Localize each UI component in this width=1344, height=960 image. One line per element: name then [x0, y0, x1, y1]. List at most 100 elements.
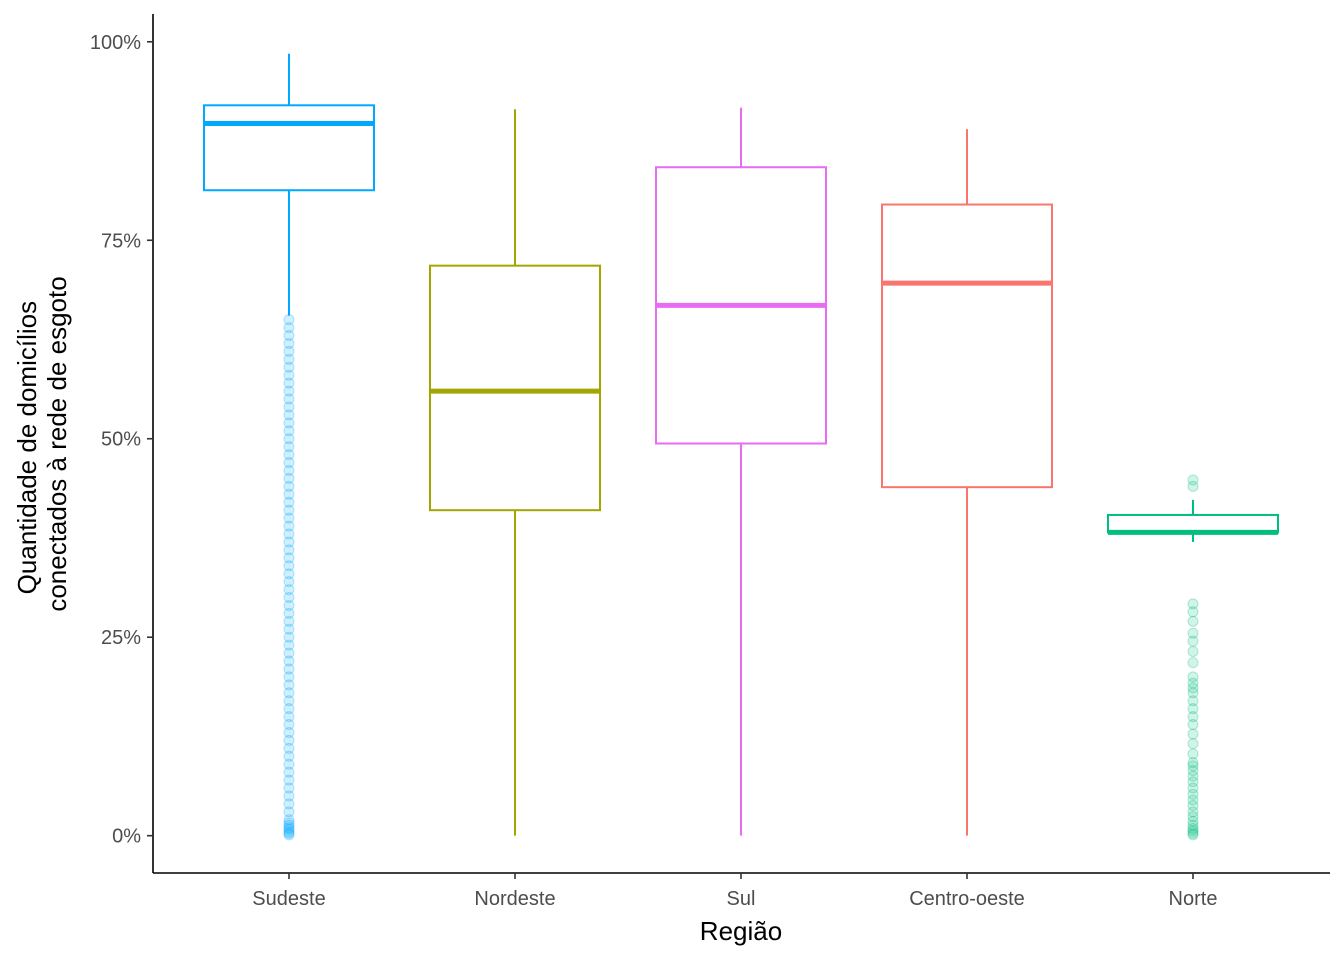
- outlier-point: [283, 817, 295, 829]
- y-axis-title-line-1: Quantidade de domicílios: [12, 301, 42, 594]
- outlier-point: [283, 826, 295, 838]
- outlier-point: [1187, 687, 1199, 699]
- box-sudeste: [203, 53, 375, 841]
- outlier-point: [283, 766, 295, 778]
- outlier-point: [1187, 760, 1199, 772]
- outlier-point: [283, 719, 295, 731]
- outlier-point: [283, 536, 295, 548]
- outlier-point: [1187, 703, 1199, 715]
- outlier-point: [283, 488, 295, 500]
- outlier-point: [1187, 598, 1199, 610]
- outlier-point: [283, 361, 295, 373]
- outlier-point: [283, 615, 295, 627]
- y-tick-label: 75%: [101, 230, 141, 252]
- outlier-point: [283, 552, 295, 564]
- outlier-point: [283, 568, 295, 580]
- outlier-point: [1187, 770, 1199, 782]
- outlier-point: [283, 496, 295, 508]
- outlier-point: [283, 512, 295, 524]
- y-tick-label: 50%: [101, 429, 141, 451]
- outlier-point: [283, 584, 295, 596]
- outlier-point: [283, 353, 295, 365]
- outlier-point: [283, 819, 295, 831]
- outlier-point: [283, 464, 295, 476]
- y-axis-title: Quantidade de domicílios conectados à re…: [12, 276, 72, 611]
- outlier-point: [283, 322, 295, 334]
- outlier-point: [1187, 748, 1199, 760]
- outlier-point: [1187, 635, 1199, 647]
- outlier-point: [1187, 829, 1199, 841]
- outlier-point: [1187, 788, 1199, 800]
- y-tick-label: 100%: [90, 32, 141, 54]
- outlier-point: [283, 401, 295, 413]
- outlier-point: [283, 504, 295, 516]
- y-axis-ticks: 0% 25% 50% 75% 100%: [90, 32, 153, 848]
- box-nordeste: [429, 109, 601, 836]
- outlier-point: [1187, 615, 1199, 627]
- outlier-point: [283, 663, 295, 675]
- outlier-point: [283, 726, 295, 738]
- outlier-point: [1187, 682, 1199, 694]
- outlier-point: [1187, 757, 1199, 769]
- x-axis-ticks: Sudeste Nordeste Sul Centro-oeste Norte: [252, 873, 1217, 910]
- outlier-point: [283, 449, 295, 461]
- outlier-point: [283, 560, 295, 572]
- outlier-point: [283, 647, 295, 659]
- outlier-point: [1187, 823, 1199, 835]
- box-sul: [655, 107, 827, 836]
- outlier-point: [283, 774, 295, 786]
- outlier-point: [283, 798, 295, 810]
- outlier-point: [1187, 728, 1199, 740]
- outlier-point: [283, 425, 295, 437]
- outlier-point: [1187, 474, 1199, 486]
- y-tick-label: 25%: [101, 627, 141, 649]
- outlier-point: [283, 782, 295, 794]
- outlier-point: [283, 330, 295, 342]
- outlier-point: [283, 441, 295, 453]
- y-axis-title-line-2: conectados à rede de esgoto: [42, 276, 72, 611]
- outlier-point: [1187, 671, 1199, 683]
- outlier-point: [283, 750, 295, 762]
- outlier-point: [1187, 738, 1199, 750]
- outlier-point: [283, 806, 295, 818]
- outlier-point: [1187, 765, 1199, 777]
- outlier-point: [283, 528, 295, 540]
- outlier-point: [283, 314, 295, 326]
- outlier-point: [1187, 677, 1199, 689]
- outlier-point: [283, 607, 295, 619]
- outlier-point: [283, 599, 295, 611]
- outlier-point: [283, 703, 295, 715]
- outlier-point: [283, 814, 295, 826]
- outlier-point: [1187, 827, 1199, 839]
- x-tick-label: Sul: [727, 888, 756, 910]
- outlier-point: [283, 369, 295, 381]
- outlier-point: [283, 695, 295, 707]
- outlier-point: [283, 337, 295, 349]
- outlier-point: [283, 671, 295, 683]
- outlier-point: [283, 734, 295, 746]
- plot-area: [203, 53, 1279, 841]
- x-tick-label: Norte: [1169, 888, 1218, 910]
- outlier-point: [283, 742, 295, 754]
- box-rect: [881, 203, 1053, 489]
- outlier-point: [1187, 695, 1199, 707]
- outlier-point: [283, 544, 295, 556]
- outlier-point: [283, 433, 295, 445]
- outlier-point: [283, 711, 295, 723]
- outlier-point: [1187, 806, 1199, 818]
- outlier-point: [283, 393, 295, 405]
- outlier-point: [1187, 657, 1199, 669]
- outlier-point: [283, 631, 295, 643]
- outlier-point: [1187, 819, 1199, 831]
- outlier-point: [283, 377, 295, 389]
- outlier-point: [1187, 480, 1199, 492]
- y-tick-label: 0%: [112, 826, 141, 848]
- outlier-point: [283, 679, 295, 691]
- outlier-point: [283, 823, 295, 835]
- box-centro-oeste: [881, 129, 1053, 836]
- x-tick-label: Centro-oeste: [909, 888, 1025, 910]
- box-norte: [1107, 474, 1279, 841]
- outlier-point: [1187, 782, 1199, 794]
- outlier-point: [1187, 815, 1199, 827]
